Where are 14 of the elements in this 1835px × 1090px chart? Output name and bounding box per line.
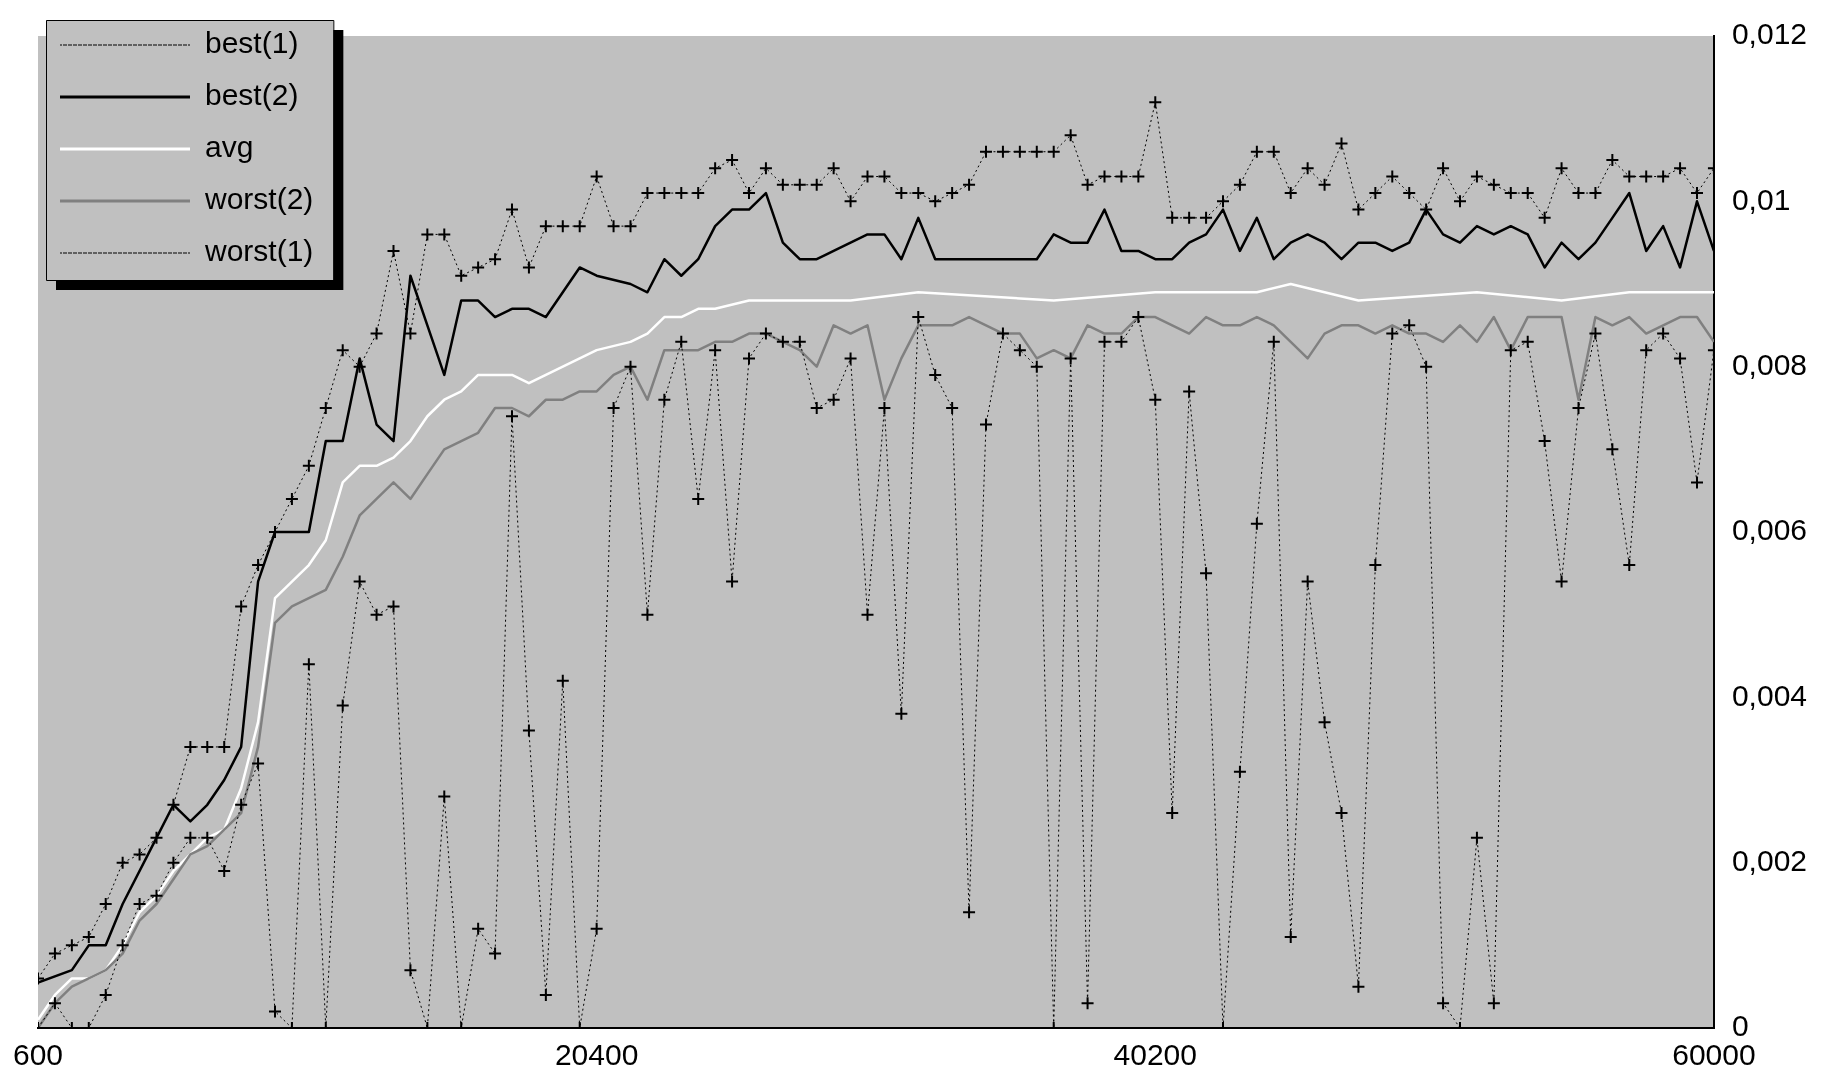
y-tick-label: 0,012	[1731, 17, 1807, 51]
y-tick-label: 0,008	[1731, 347, 1807, 381]
y-tick-label: 0,01	[1731, 182, 1791, 216]
y-tick-label: 0,006	[1731, 513, 1807, 547]
legend-label: best(2)	[205, 78, 299, 112]
x-tick-label: 20400	[554, 1038, 639, 1072]
legend-label: avg	[205, 130, 254, 164]
legend-label: worst(2)	[204, 182, 314, 216]
x-tick-label: 600	[12, 1038, 64, 1072]
y-tick-label: 0,004	[1731, 678, 1807, 712]
legend-label: best(1)	[205, 26, 299, 60]
x-tick-label: 40200	[1113, 1038, 1197, 1072]
y-tick-label: 0,002	[1731, 843, 1807, 877]
legend-label: worst(1)	[204, 234, 314, 268]
